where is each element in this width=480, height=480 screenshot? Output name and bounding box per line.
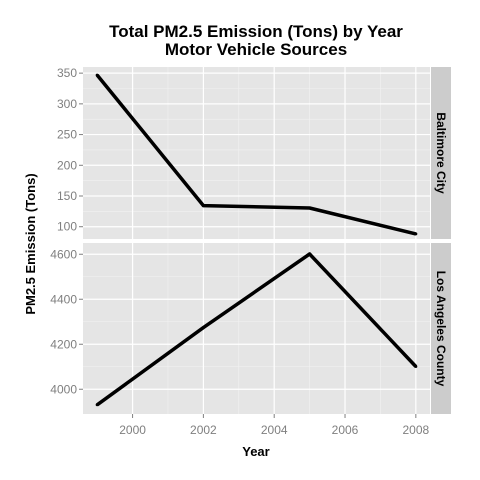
- data-point: [95, 403, 99, 407]
- data-point: [308, 252, 312, 256]
- data-point: [414, 365, 418, 369]
- series-line: [96, 252, 418, 407]
- chart-title-line2: Motor Vehicle Sources: [165, 40, 347, 59]
- y-tick-label: 150: [57, 189, 77, 203]
- x-axis-title: Year: [242, 444, 269, 459]
- y-tick-label: 100: [57, 220, 77, 234]
- y-tick-label: 4000: [50, 382, 77, 396]
- data-point: [201, 326, 205, 330]
- facet-strip: [431, 243, 451, 414]
- x-tick-label: 2004: [261, 423, 288, 437]
- series-line: [95, 73, 417, 236]
- data-point: [308, 206, 312, 210]
- y-tick-label: 4600: [50, 247, 77, 261]
- facet-strip-label: Los Angeles County: [434, 271, 448, 387]
- x-tick-label: 2000: [119, 423, 146, 437]
- y-tick-label: 4400: [50, 292, 77, 306]
- y-tick-label: 200: [57, 158, 77, 172]
- x-tick-label: 2002: [190, 423, 217, 437]
- y-tick-label: 300: [57, 97, 77, 111]
- y-tick-label: 350: [57, 66, 77, 80]
- panel-0: 100 150 200 250 300 350 Baltimore City: [57, 66, 451, 239]
- data-point: [201, 204, 205, 208]
- plot-area: 100 150 200 250 300 350 Baltimore City 4000 4200…: [50, 66, 451, 414]
- y-axis-title: PM2.5 Emission (Tons): [23, 173, 38, 314]
- panel-1: 4000 4200 4400 4600 Los Angeles County: [50, 243, 451, 414]
- facet-strip: [431, 67, 451, 239]
- y-tick-label: 250: [57, 128, 77, 142]
- y-tick-label: 4200: [50, 337, 77, 351]
- x-axis: 2000 2002 2004 2006 2008: [119, 414, 430, 437]
- data-point: [95, 73, 99, 77]
- chart-title-line1: Total PM2.5 Emission (Tons) by Year: [109, 22, 403, 41]
- x-tick-label: 2008: [402, 423, 429, 437]
- x-tick-label: 2006: [332, 423, 359, 437]
- panel-background: [83, 67, 430, 239]
- panel-background: [83, 243, 430, 414]
- data-point: [414, 232, 418, 236]
- facet-strip-label: Baltimore City: [434, 112, 448, 194]
